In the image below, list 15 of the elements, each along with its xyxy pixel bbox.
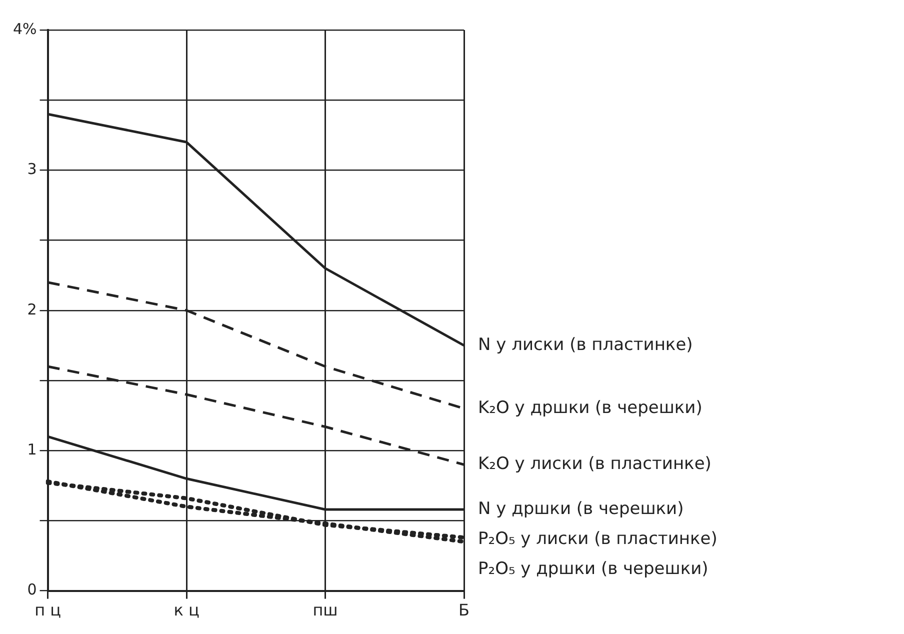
x-tick-label: к ц <box>174 600 200 620</box>
x-tick-label: пш <box>312 600 338 620</box>
series-label: P₂O₅ у лиски (в пластинке) <box>478 528 718 549</box>
y-tick-label: 3 <box>27 160 37 178</box>
y-tick-label: 1 <box>27 440 37 458</box>
series-label: P₂O₅ у дршки (в черешки) <box>478 558 708 579</box>
x-tick-label: п ц <box>34 600 62 620</box>
y-tick-label: 0 <box>27 580 37 599</box>
series-label: K₂O у дршки (в черешки) <box>478 398 702 418</box>
series-label: N у дршки (в черешки) <box>478 498 684 519</box>
y-tick-label: 4% <box>13 20 37 38</box>
y-tick-label: 2 <box>27 300 37 318</box>
series-label: K₂O у лиски (в пластинке) <box>478 454 712 474</box>
x-tick-label: Б <box>458 600 470 620</box>
series-label: N у лиски (в пластинке) <box>478 334 693 355</box>
